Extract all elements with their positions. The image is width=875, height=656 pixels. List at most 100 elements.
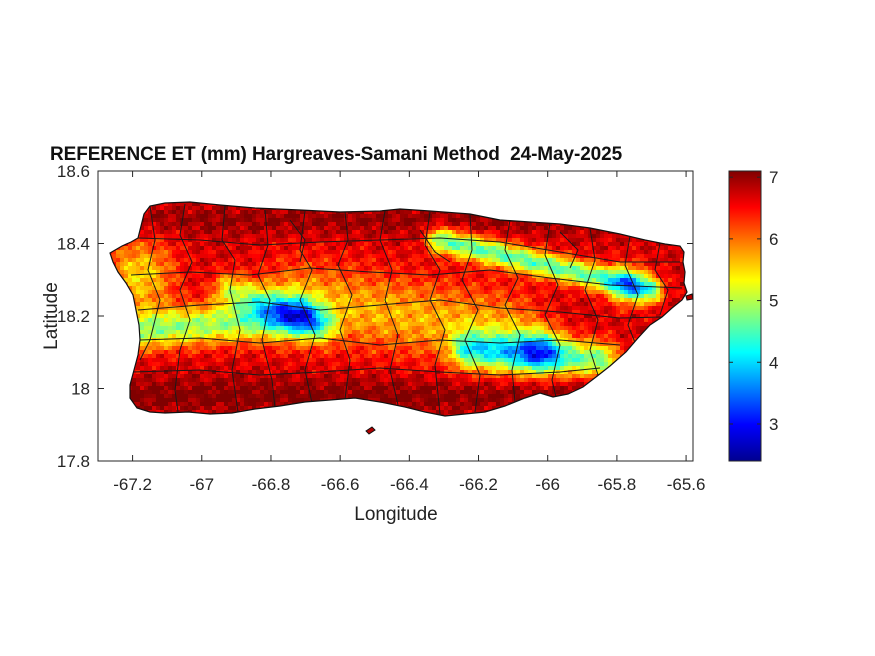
heat-cell — [680, 282, 685, 287]
heat-cell — [340, 222, 345, 227]
heat-cell — [360, 210, 365, 215]
heat-cell — [652, 274, 657, 279]
heat-cell — [248, 310, 253, 315]
heat-cell — [296, 270, 301, 275]
heat-cell — [336, 254, 341, 259]
heat-cell — [472, 266, 477, 271]
heat-cell — [180, 262, 185, 267]
heat-cell — [360, 258, 365, 263]
heat-cell — [532, 262, 537, 267]
heat-cell — [284, 254, 289, 259]
heat-cell — [632, 330, 637, 335]
heat-cell — [168, 294, 173, 299]
heat-cell — [192, 282, 197, 287]
heat-cell — [188, 234, 193, 239]
heat-cell — [176, 274, 181, 279]
heat-cell — [464, 242, 469, 247]
heat-cell — [300, 214, 305, 219]
heat-cell — [320, 254, 325, 259]
heat-cell — [420, 282, 425, 287]
heat-cell — [228, 330, 233, 335]
heat-cell — [492, 282, 497, 287]
heat-cell — [468, 234, 473, 239]
heat-cell — [452, 230, 457, 235]
heat-cell — [196, 278, 201, 283]
heat-cell — [552, 282, 557, 287]
heat-cell — [312, 242, 317, 247]
heat-cell — [372, 258, 377, 263]
heat-cell — [396, 290, 401, 295]
heat-cell — [624, 302, 629, 307]
heat-cell — [324, 226, 329, 231]
heat-cell — [552, 242, 557, 247]
heat-cell — [228, 274, 233, 279]
heat-cell — [172, 266, 177, 271]
heat-cell — [200, 330, 205, 335]
heat-cell — [476, 302, 481, 307]
heat-cell — [372, 318, 377, 323]
heat-cell — [340, 246, 345, 251]
heat-cell — [244, 318, 249, 323]
heat-cell — [216, 254, 221, 259]
heat-cell — [252, 282, 257, 287]
heat-cell — [140, 318, 145, 323]
heat-cell — [172, 230, 177, 235]
heat-cell — [468, 242, 473, 247]
heat-cell — [252, 298, 257, 303]
heat-cell — [428, 306, 433, 311]
heat-cell — [588, 266, 593, 271]
heat-cell — [420, 222, 425, 227]
heat-cell — [248, 206, 253, 211]
heat-cell — [296, 290, 301, 295]
heat-cell — [236, 310, 241, 315]
heat-cell — [396, 326, 401, 331]
heat-cell — [532, 290, 537, 295]
heat-cell — [356, 314, 361, 319]
heat-cell — [632, 266, 637, 271]
heat-cell — [164, 298, 169, 303]
heat-cell — [260, 302, 265, 307]
heat-cell — [184, 218, 189, 223]
heat-cell — [520, 234, 525, 239]
heat-cell — [180, 278, 185, 283]
heat-cell — [380, 322, 385, 327]
heat-cell — [340, 270, 345, 275]
heat-cell — [524, 310, 529, 315]
heat-cell — [668, 282, 673, 287]
heat-cell — [372, 330, 377, 335]
heat-cell — [560, 254, 565, 259]
heat-cell — [424, 306, 429, 311]
heat-cell — [404, 278, 409, 283]
heat-cell — [168, 314, 173, 319]
heat-cell — [324, 214, 329, 219]
heat-cell — [320, 238, 325, 243]
heat-cell — [480, 254, 485, 259]
heat-cell — [400, 314, 405, 319]
heat-cell — [568, 250, 573, 255]
heat-cell — [184, 290, 189, 295]
heat-cell — [336, 322, 341, 327]
heat-cell — [324, 286, 329, 291]
heat-cell — [532, 230, 537, 235]
heat-cell — [224, 294, 229, 299]
heat-cell — [412, 294, 417, 299]
heat-cell — [224, 282, 229, 287]
heat-cell — [448, 258, 453, 263]
heat-cell — [256, 210, 261, 215]
heat-cell — [336, 238, 341, 243]
heat-cell — [408, 306, 413, 311]
heat-cell — [352, 318, 357, 323]
heat-cell — [492, 230, 497, 235]
heat-cell — [476, 322, 481, 327]
heat-cell — [432, 266, 437, 271]
heat-cell — [140, 278, 145, 283]
heat-cell — [588, 314, 593, 319]
heat-cell — [484, 262, 489, 267]
heat-cell — [340, 330, 345, 335]
heat-cell — [256, 286, 261, 291]
heat-cell — [240, 258, 245, 263]
heat-cell — [324, 314, 329, 319]
heat-cell — [212, 218, 217, 223]
heat-cell — [160, 274, 165, 279]
heat-cell — [232, 230, 237, 235]
